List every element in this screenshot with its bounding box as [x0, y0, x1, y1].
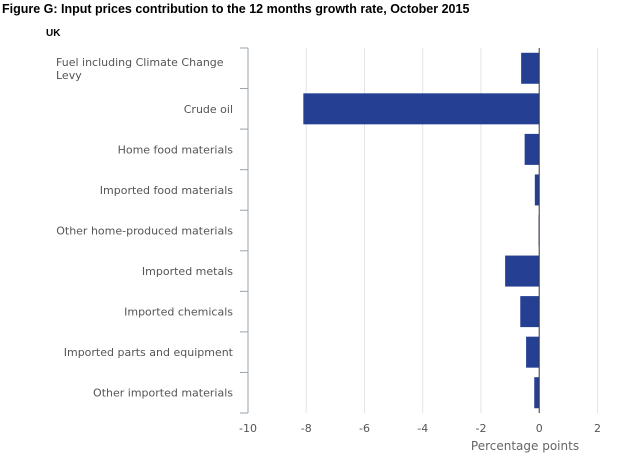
- category-label-line: Imported parts and equipment: [64, 346, 234, 359]
- category-label: Crude oil: [184, 103, 233, 116]
- category-label-line: Other imported materials: [93, 387, 233, 400]
- x-tick-label: -2: [475, 422, 486, 435]
- category-label: Home food materials: [118, 143, 234, 156]
- category-label-line: Imported chemicals: [124, 306, 233, 319]
- category-label: Imported food materials: [100, 184, 233, 197]
- bar: [520, 296, 540, 328]
- category-label-line: Imported metals: [142, 265, 233, 278]
- category-label: Imported chemicals: [124, 306, 233, 319]
- x-tick-label: -6: [359, 422, 370, 435]
- x-tick-label: 2: [594, 422, 601, 435]
- category-label-line: Crude oil: [184, 103, 233, 116]
- chart-title: Figure G: Input prices contribution to t…: [2, 2, 470, 16]
- category-label: Imported metals: [142, 265, 233, 278]
- bar: [303, 93, 540, 125]
- bar: [521, 52, 540, 84]
- category-label: Other home-produced materials: [56, 225, 233, 238]
- category-label-line: Imported food materials: [100, 184, 233, 197]
- chart-subtitle: UK: [46, 28, 61, 39]
- x-tick-label: -4: [417, 422, 428, 435]
- category-label-line: Home food materials: [118, 143, 234, 156]
- category-label-line: Other home-produced materials: [56, 225, 233, 238]
- category-label-line: Fuel including Climate Change: [56, 56, 224, 69]
- x-tick-label: -10: [239, 422, 257, 435]
- x-tick-label: 0: [536, 422, 543, 435]
- x-axis-title: Percentage points: [471, 439, 579, 453]
- x-tick-label: -8: [301, 422, 312, 435]
- bar: [526, 336, 540, 368]
- bar: [505, 255, 540, 287]
- category-label-line: Levy: [56, 69, 82, 82]
- bar: [524, 133, 540, 165]
- category-label: Imported parts and equipment: [64, 346, 234, 359]
- category-label: Other imported materials: [93, 387, 233, 400]
- bar: [534, 377, 540, 409]
- bar: [534, 174, 540, 206]
- category-label: Fuel including Climate Change Levy: [56, 56, 224, 82]
